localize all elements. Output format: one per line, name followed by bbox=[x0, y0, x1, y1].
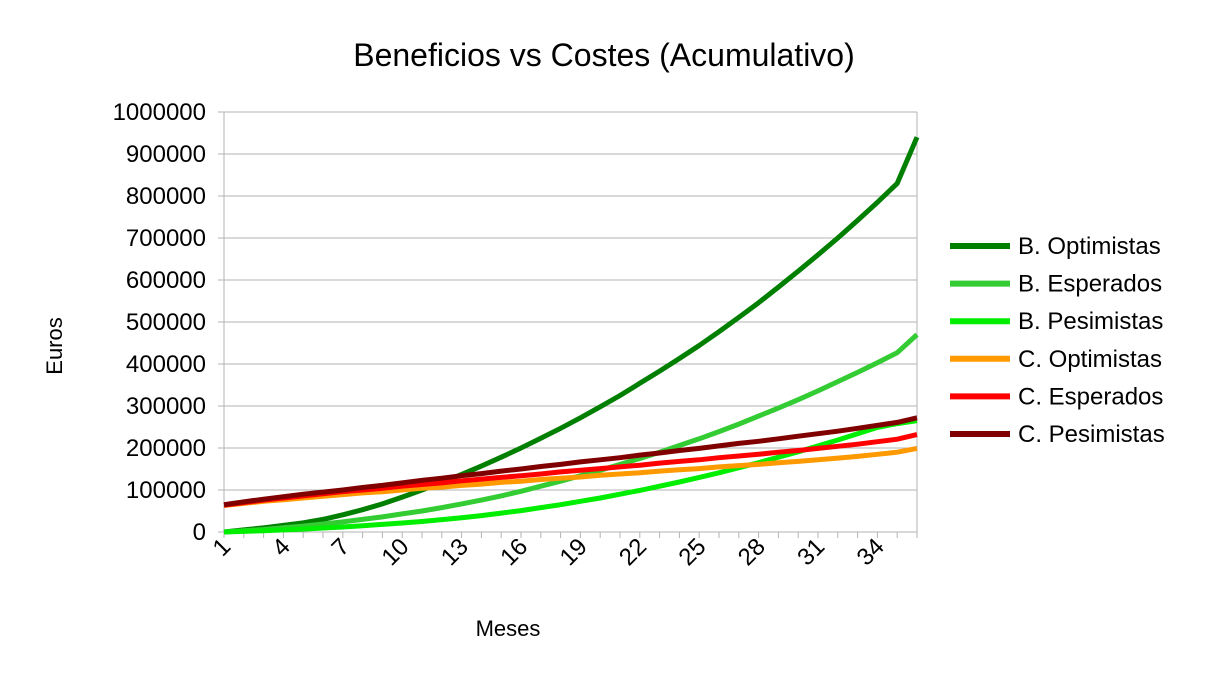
legend-entry: B. Pesimistas bbox=[1018, 308, 1163, 335]
x-tick-label: 19 bbox=[555, 533, 593, 571]
y-tick-label: 900000 bbox=[126, 141, 206, 168]
x-tick-label: 13 bbox=[436, 533, 474, 571]
x-tick-label: 10 bbox=[376, 533, 414, 571]
y-tick-label: 800000 bbox=[126, 183, 206, 210]
x-tick-label: 1 bbox=[208, 533, 237, 562]
series-line-1 bbox=[223, 136, 920, 535]
y-axis-title: Euros bbox=[42, 317, 67, 374]
y-tick-label: 300000 bbox=[126, 393, 206, 420]
x-tick-label: 34 bbox=[852, 533, 890, 571]
legend-entry: B. Esperados bbox=[1018, 271, 1162, 298]
y-tick-label: 1000000 bbox=[113, 99, 206, 126]
series-line-4 bbox=[223, 445, 918, 508]
chart-title: Beneficios vs Costes (Acumulativo) bbox=[353, 37, 855, 73]
x-tick-label: 16 bbox=[495, 533, 533, 571]
y-tick-label: 500000 bbox=[126, 309, 206, 336]
y-tick-label: 700000 bbox=[126, 225, 206, 252]
y-tick-label: 100000 bbox=[126, 477, 206, 504]
x-tick-label: 31 bbox=[792, 533, 830, 571]
legend-entry: B. Optimistas bbox=[1018, 233, 1161, 260]
y-tick-label: 200000 bbox=[126, 435, 206, 462]
x-tick-label: 25 bbox=[673, 533, 711, 571]
legend-entry: C. Esperados bbox=[1018, 383, 1163, 410]
y-tick-label: 600000 bbox=[126, 267, 206, 294]
y-tick-label: 0 bbox=[193, 519, 206, 546]
x-tick-label: 7 bbox=[327, 533, 356, 562]
y-tick-label: 400000 bbox=[126, 351, 206, 378]
legend-entry: C. Pesimistas bbox=[1018, 421, 1165, 448]
x-tick-label: 22 bbox=[614, 533, 652, 571]
x-tick-label: 4 bbox=[267, 533, 296, 562]
axes bbox=[218, 111, 918, 538]
legend-entry: C. Optimistas bbox=[1018, 346, 1162, 373]
x-tick-label: 28 bbox=[733, 533, 771, 571]
y-axis-tick-labels: 0 100000 200000 300000 400000 500000 600000 700… bbox=[113, 99, 206, 546]
series-line-6 bbox=[223, 415, 918, 508]
series-lines bbox=[223, 136, 920, 535]
x-axis-tick-labels: 1 4 7 10 13 16 19 22 25 28 31 34 bbox=[208, 533, 890, 571]
x-axis-title: Meses bbox=[476, 616, 541, 641]
legend: B. Optimistas B. Esperados B. Pesimistas C.… bbox=[950, 233, 1165, 448]
